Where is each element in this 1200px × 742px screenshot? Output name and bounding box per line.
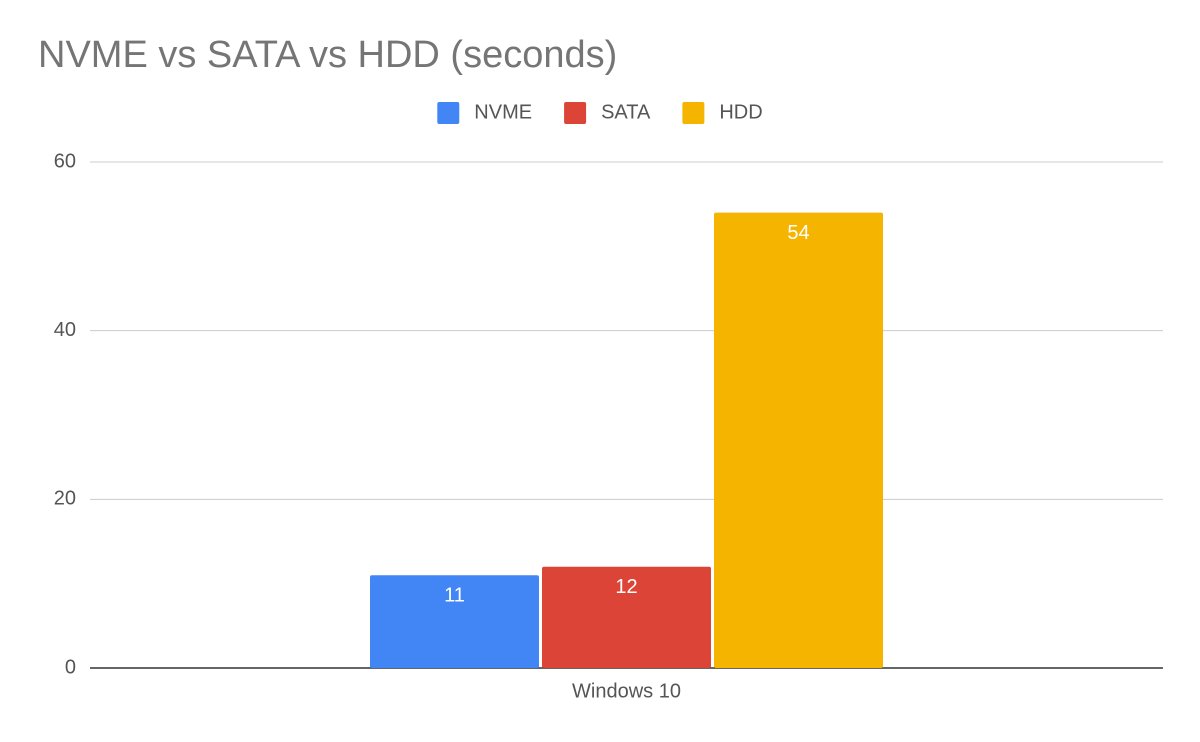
bar xyxy=(370,575,539,668)
legend-label: HDD xyxy=(719,101,762,123)
data-label: 54 xyxy=(787,222,809,244)
x-tick-label: Windows 10 xyxy=(572,680,681,702)
data-label: 11 xyxy=(444,585,465,607)
legend-label: SATA xyxy=(601,101,651,123)
bar xyxy=(542,566,711,668)
y-tick-label: 0 xyxy=(65,656,76,678)
y-tick-label: 40 xyxy=(54,319,76,341)
y-tick-label: 20 xyxy=(54,488,76,510)
y-tick-label: 60 xyxy=(54,150,76,172)
legend-label: NVME xyxy=(474,101,532,123)
legend-swatch xyxy=(564,102,587,124)
legend-swatch xyxy=(437,102,460,124)
data-label: 12 xyxy=(615,576,637,598)
legend-swatch xyxy=(682,102,705,124)
bar xyxy=(714,212,883,668)
chart-title: NVME vs SATA vs HDD (seconds) xyxy=(38,34,617,76)
